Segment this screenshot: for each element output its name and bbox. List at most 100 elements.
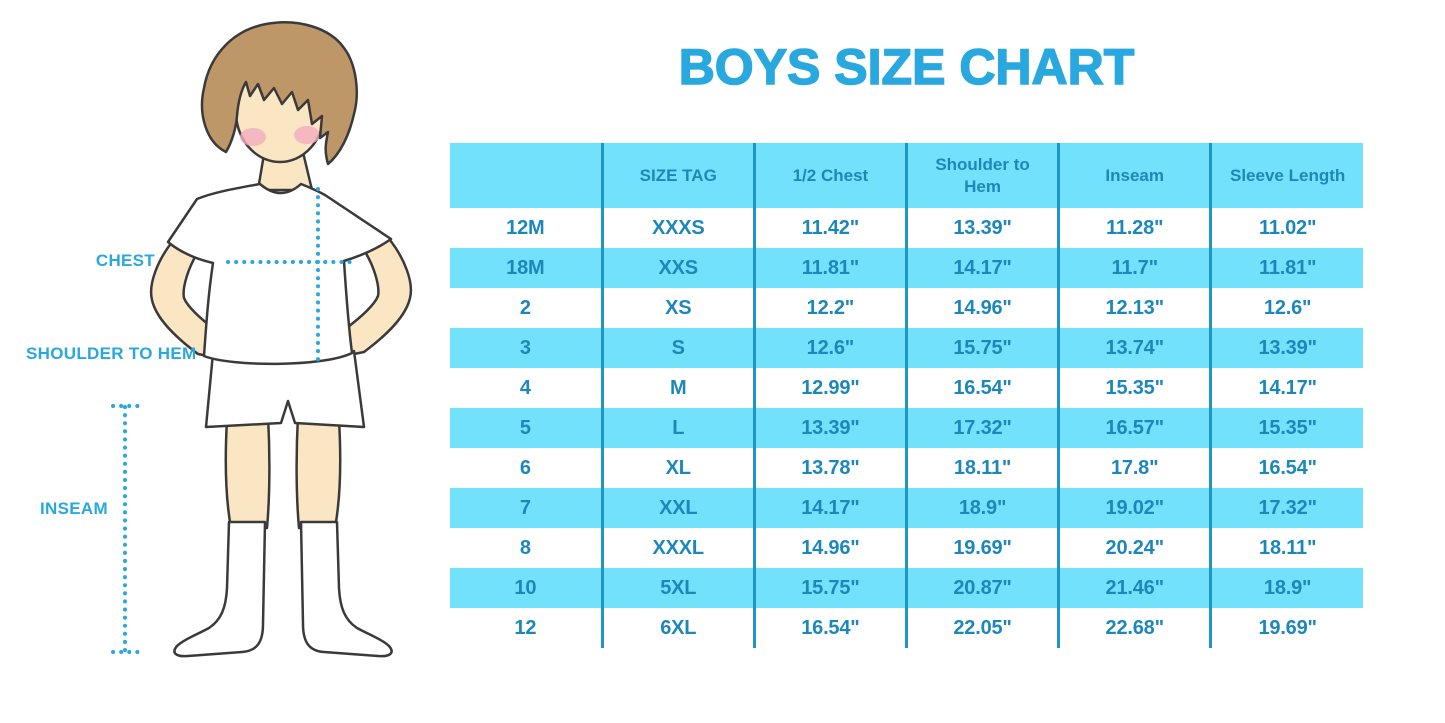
table-cell: 18.11" bbox=[904, 448, 1059, 488]
table-cell: 15.75" bbox=[752, 568, 907, 608]
table-cell: 12M bbox=[506, 216, 545, 239]
table-cell: 14.96" bbox=[752, 528, 907, 568]
table-cell: 11.7" bbox=[1057, 248, 1211, 288]
table-cell: 18M bbox=[450, 248, 603, 288]
table-row: 18M XXS 11.81" 14.17" 11.7" 11.81" bbox=[450, 248, 1363, 288]
column-header-size-tag: SIZE TAG bbox=[600, 143, 755, 208]
shoulder-to-hem-label: SHOULDER TO HEM bbox=[26, 344, 197, 363]
table-cell: 11.81" bbox=[1209, 248, 1363, 288]
table-cell: 16.54" bbox=[1209, 448, 1363, 488]
column-header-1-2-chest: 1/2 Chest bbox=[752, 143, 907, 208]
table-cell: 16.54" bbox=[752, 608, 907, 648]
table-cell: 20.87" bbox=[904, 568, 1059, 608]
table-cell: 16.57" bbox=[1057, 408, 1211, 448]
table-cell: 20.24" bbox=[1057, 528, 1211, 568]
chest-label: CHEST bbox=[95, 251, 155, 270]
boy-shirt bbox=[166, 182, 393, 366]
table-cell: XL bbox=[600, 448, 755, 488]
size-table: SIZE TAG 1/2 Chest Shoulder to Hem Inseam Sl… bbox=[450, 143, 1363, 648]
header-row: SIZE TAG 1/2 Chest Shoulder to Hem Inseam Sl… bbox=[450, 143, 1363, 208]
table-cell: XXXS bbox=[600, 208, 755, 248]
table-cell: 11.28" bbox=[1057, 208, 1211, 248]
boy-cheek-right bbox=[294, 126, 320, 144]
table-cell: 12.99" bbox=[752, 368, 907, 408]
table-cell: 6XL bbox=[600, 608, 755, 648]
column-header-size bbox=[450, 143, 603, 208]
table-cell: 19.69" bbox=[904, 528, 1059, 568]
table-row: 5 L 13.39" 17.32" 16.57" 15.35" bbox=[450, 408, 1363, 448]
table-cell: 13.39" bbox=[752, 408, 907, 448]
boy-sock-left bbox=[173, 520, 267, 658]
size-table-container: SIZE TAG 1/2 Chest Shoulder to Hem Inseam Sl… bbox=[450, 143, 1363, 648]
boy-sock-right bbox=[299, 520, 393, 658]
table-cell: 7 bbox=[450, 488, 603, 528]
table-cell: 13.39" bbox=[1209, 328, 1363, 368]
table-cell: 10 bbox=[450, 568, 603, 608]
table-cell: 12.6" bbox=[752, 328, 907, 368]
table-row: 2 XS 12.2" 14.96" 12.13" 12.6" bbox=[450, 288, 1363, 328]
table-cell: 3 bbox=[450, 328, 603, 368]
table-row: 3 S 12.6" 15.75" 13.74" 13.39" bbox=[450, 328, 1363, 368]
table-row: 10 5XL 15.75" 20.87" 21.46" 18.9" bbox=[450, 568, 1363, 608]
boy-leg-right bbox=[295, 414, 342, 530]
table-cell: 14.96" bbox=[904, 288, 1059, 328]
boy-leg-left bbox=[224, 414, 271, 530]
boy-hair bbox=[200, 21, 358, 166]
size-table-header: SIZE TAG 1/2 Chest Shoulder to Hem Inseam Sl… bbox=[450, 143, 1363, 208]
column-header-sleeve-length: Sleeve Length bbox=[1209, 143, 1363, 208]
table-row: 12 6XL 16.54" 22.05" 22.68" 19.69" bbox=[450, 608, 1363, 648]
table-cell: L bbox=[600, 408, 755, 448]
table-cell: 17.32" bbox=[904, 408, 1059, 448]
table-cell: XXS bbox=[600, 248, 755, 288]
table-cell: 6 bbox=[519, 456, 531, 479]
table-cell: 22.05" bbox=[904, 608, 1059, 648]
table-cell: 11.81" bbox=[752, 248, 907, 288]
table-cell: 16.54" bbox=[904, 368, 1059, 408]
table-row: 7 XXL 14.17" 18.9" 19.02" 17.32" bbox=[450, 488, 1363, 528]
table-cell: 21.46" bbox=[1057, 568, 1211, 608]
table-cell: 5XL bbox=[600, 568, 755, 608]
table-cell: 18.9" bbox=[1209, 568, 1363, 608]
inseam-label: INSEAM bbox=[40, 499, 108, 518]
table-cell: 14.17" bbox=[752, 488, 907, 528]
table-cell: XS bbox=[600, 288, 755, 328]
table-row: 8 XXXL 14.96" 19.69" 20.24" 18.11" bbox=[450, 528, 1363, 568]
table-cell: 19.69" bbox=[1209, 608, 1363, 648]
table-cell: 11.02" bbox=[1209, 208, 1363, 248]
table-cell: 22.68" bbox=[1057, 608, 1211, 648]
table-cell: 8 bbox=[519, 536, 531, 559]
table-cell: 15.75" bbox=[904, 328, 1059, 368]
page-title: BOYS SIZE CHART bbox=[678, 38, 1135, 96]
size-table-body: 12M XXXS 11.42" 13.39" 11.28" 11.02" 18M XXS 11.… bbox=[450, 208, 1363, 648]
table-cell: M bbox=[600, 368, 755, 408]
table-cell: 19.02" bbox=[1057, 488, 1211, 528]
table-cell: 14.17" bbox=[904, 248, 1059, 288]
table-cell: 13.39" bbox=[904, 208, 1059, 248]
table-cell: XXXL bbox=[600, 528, 755, 568]
table-cell: 12.6" bbox=[1209, 288, 1363, 328]
table-cell: 17.8" bbox=[1057, 448, 1211, 488]
measurement-figure: CHEST SHOULDER TO HEM INSEAM bbox=[0, 0, 450, 723]
table-cell: 18.11" bbox=[1209, 528, 1363, 568]
boy-cheek-left bbox=[240, 128, 266, 146]
boy-illustration bbox=[111, 21, 413, 658]
table-cell: 12 bbox=[514, 616, 537, 639]
table-cell: 14.17" bbox=[1209, 368, 1363, 408]
table-cell: 5 bbox=[450, 408, 603, 448]
table-row: 12M XXXS 11.42" 13.39" 11.28" 11.02" bbox=[450, 208, 1363, 248]
column-header-shoulder-to-hem: Shoulder to Hem bbox=[904, 143, 1059, 208]
table-cell: S bbox=[600, 328, 755, 368]
table-cell: 15.35" bbox=[1209, 408, 1363, 448]
table-row: 4 M 12.99" 16.54" 15.35" 14.17" bbox=[450, 368, 1363, 408]
table-cell: 13.74" bbox=[1057, 328, 1211, 368]
table-cell: 12.2" bbox=[752, 288, 907, 328]
table-cell: 11.42" bbox=[752, 208, 907, 248]
table-cell: 13.78" bbox=[752, 448, 907, 488]
table-row: 6 XL 13.78" 18.11" 17.8" 16.54" bbox=[450, 448, 1363, 488]
table-cell: 12.13" bbox=[1057, 288, 1211, 328]
table-cell: 18.9" bbox=[904, 488, 1059, 528]
table-cell: 15.35" bbox=[1057, 368, 1211, 408]
table-cell: 4 bbox=[519, 376, 531, 399]
table-cell: XXL bbox=[600, 488, 755, 528]
